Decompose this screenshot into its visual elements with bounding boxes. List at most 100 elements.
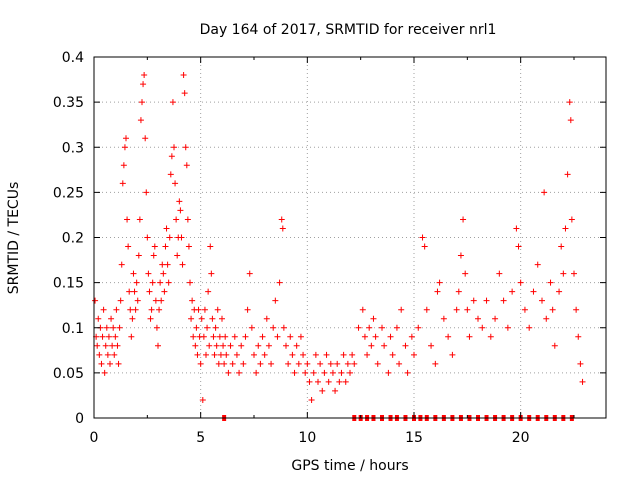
data-point <box>344 360 351 367</box>
data-point <box>180 72 187 79</box>
data-point <box>153 324 160 331</box>
data-point <box>462 270 469 277</box>
data-point <box>283 342 289 349</box>
data-point <box>466 333 473 340</box>
data-point <box>133 279 140 286</box>
data-point <box>487 333 494 340</box>
data-point <box>222 333 229 340</box>
data-point <box>192 342 199 349</box>
data-point <box>351 360 358 367</box>
data-point <box>564 171 571 178</box>
data-point <box>229 360 236 367</box>
data-point <box>92 297 99 304</box>
data-point <box>131 288 138 295</box>
data-point <box>368 342 375 349</box>
data-point <box>327 360 334 367</box>
data-point <box>483 297 490 304</box>
data-point <box>541 189 548 196</box>
data-point <box>381 342 388 349</box>
data-point <box>530 288 537 295</box>
data-point <box>156 306 163 313</box>
data-point <box>321 369 328 376</box>
data-point <box>342 378 349 385</box>
data-point <box>211 351 218 358</box>
data-point <box>216 333 223 340</box>
x-axis-label: GPS time / hours <box>291 458 408 474</box>
data-point <box>171 144 177 151</box>
data-point <box>199 396 206 403</box>
data-point <box>208 270 215 277</box>
data-point <box>355 324 362 331</box>
data-point <box>436 279 443 286</box>
data-point <box>126 288 133 295</box>
data-point <box>404 369 411 376</box>
data-point <box>372 333 379 340</box>
data-point <box>127 306 134 313</box>
data-point <box>212 324 219 331</box>
data-point <box>496 270 503 277</box>
data-point <box>396 360 403 367</box>
data-point <box>105 333 112 340</box>
data-point <box>182 144 189 151</box>
data-point <box>398 306 405 313</box>
data-point <box>209 315 216 322</box>
data-point <box>276 279 283 286</box>
data-point <box>280 324 287 331</box>
data-point <box>136 216 143 223</box>
data-point <box>168 153 175 160</box>
data-point <box>315 378 321 385</box>
data-point <box>95 315 102 322</box>
data-point <box>225 369 232 376</box>
data-point <box>293 342 300 349</box>
data-point <box>123 135 129 142</box>
data-point <box>349 351 356 358</box>
data-point <box>374 360 381 367</box>
data-point <box>560 270 567 277</box>
data-point <box>359 306 366 313</box>
data-point <box>556 288 563 295</box>
data-point <box>194 351 201 358</box>
data-point <box>103 324 110 331</box>
data-point <box>114 342 121 349</box>
data-point <box>183 162 190 169</box>
data-point <box>338 369 345 376</box>
data-point <box>568 216 575 223</box>
data-point <box>214 306 221 313</box>
data-point <box>573 306 580 313</box>
data-point <box>411 351 417 358</box>
data-point <box>517 279 524 286</box>
data-point <box>240 360 247 367</box>
data-point <box>179 261 186 268</box>
data-point <box>233 351 240 358</box>
data-point <box>387 333 394 340</box>
x-tick-label: 10 <box>298 430 316 446</box>
data-point <box>492 315 499 322</box>
data-point <box>423 306 430 313</box>
data-point <box>521 306 528 313</box>
data-point <box>101 369 108 376</box>
axis-ticks <box>93 56 606 419</box>
data-point <box>513 225 520 232</box>
data-point <box>238 342 245 349</box>
chart-title: Day 164 of 2017, SRMTID for receiver nrl… <box>200 22 497 38</box>
data-point <box>164 261 171 268</box>
data-point <box>306 378 313 385</box>
data-point <box>272 297 279 304</box>
data-point <box>253 369 260 376</box>
data-point <box>274 333 281 340</box>
data-point <box>195 306 202 313</box>
data-point <box>163 225 170 232</box>
data-point <box>297 333 304 340</box>
data-point <box>185 243 192 250</box>
data-point <box>172 180 179 187</box>
data-point <box>562 225 569 232</box>
data-point <box>130 270 137 277</box>
data-point <box>579 378 586 385</box>
y-tick-label: 0.05 <box>53 366 84 382</box>
data-point <box>177 207 184 214</box>
data-point <box>96 351 103 358</box>
data-point <box>460 216 467 223</box>
data-point <box>278 216 285 223</box>
data-point <box>255 342 262 349</box>
data-point <box>100 306 107 313</box>
